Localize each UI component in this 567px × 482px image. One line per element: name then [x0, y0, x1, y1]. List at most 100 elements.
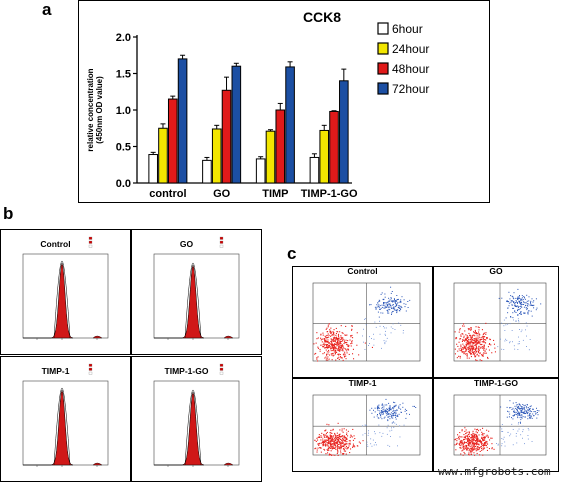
g1-peak — [23, 262, 74, 339]
scatter-dot-red — [346, 443, 348, 445]
scatter-dot-red — [334, 352, 336, 354]
y-axis-label-line: (450nm OD value) — [95, 76, 104, 144]
scatter-dot-red — [494, 351, 496, 353]
scatter-dot-blue — [506, 416, 508, 418]
scatter-dot-blue — [533, 411, 535, 413]
scatter-dot-red — [456, 440, 458, 442]
scatter-dot-red — [468, 453, 470, 455]
scatter-dot-red — [343, 436, 345, 438]
scatter-dot-red — [331, 347, 333, 349]
scatter-dot-blue — [511, 300, 513, 301]
y-tick-label: 1.0 — [116, 105, 131, 117]
scatter-dot-blue — [530, 300, 532, 302]
scatter-dot-red — [330, 339, 332, 341]
scatter-dot-sparse — [504, 340, 506, 342]
scatter-dot-red — [470, 341, 472, 343]
scatter-dot-red — [459, 329, 461, 331]
scatter-dot-red — [322, 344, 324, 346]
scatter-dot-red — [480, 441, 482, 443]
scatter-dot-red — [474, 335, 476, 337]
scatter-dot-red — [455, 438, 457, 440]
scatter-dot-red — [331, 335, 333, 337]
scatter-dot-red — [481, 360, 483, 362]
scatter-dot-blue — [515, 320, 517, 322]
cck8-chart-frame: CCK8 0.0 0.5 1.0 1.5 2.0 relative concentratio… — [78, 0, 490, 203]
scatter-dot-red — [325, 444, 327, 446]
scatter-dot-red — [467, 439, 469, 441]
scatter-dot-red — [324, 341, 326, 343]
scatter-dot-blue — [387, 305, 389, 306]
scatter-dot-red — [320, 442, 322, 444]
scatter-dot-sparse — [383, 340, 385, 342]
scatter-dot-red — [460, 447, 462, 449]
scatter-dot-blue — [524, 416, 526, 418]
scatter-dot-blue — [387, 310, 389, 312]
scatter-dot-red — [461, 440, 463, 442]
scatter-dot-red — [475, 337, 477, 339]
scatter-dot-red — [343, 356, 345, 358]
scatter-dot-blue — [390, 409, 392, 411]
scatter-dot-blue — [378, 301, 380, 302]
scatter-dot-red — [354, 438, 356, 440]
scatter-dot-red — [465, 435, 467, 437]
scatter-dot-sparse — [526, 335, 527, 337]
scatter-dot-blue — [396, 409, 398, 411]
scatter-dot-sparse — [362, 335, 363, 337]
histogram-legend-swatch — [219, 240, 224, 244]
scatter-dot-red — [463, 337, 465, 339]
scatter-dot-blue — [384, 307, 386, 309]
scatter-dot-red — [334, 351, 336, 353]
scatter-dot-blue — [383, 302, 385, 304]
scatter-dot-blue — [382, 406, 384, 408]
scatter-dot-blue — [399, 300, 401, 302]
scatter-dot-red — [463, 325, 465, 327]
scatter-dot-red — [485, 440, 487, 442]
scatter-dot-red — [465, 446, 467, 448]
scatter-dot-sparse — [397, 445, 398, 447]
scatter-dot-blue — [520, 299, 522, 301]
scatter-dot-blue — [524, 411, 526, 413]
scatter-dot-red — [462, 442, 464, 444]
scatter-dot-blue — [523, 412, 525, 414]
histogram-plot — [22, 236, 109, 340]
scatter-dot-red — [332, 346, 334, 348]
scatter-dot-red — [337, 450, 339, 452]
scatter-dot-blue — [382, 312, 384, 314]
scatter-dot-sparse — [402, 332, 404, 334]
scatter-dot-blue — [389, 409, 391, 410]
scatter-dot-blue — [530, 301, 531, 303]
scatter-dot-red — [343, 428, 345, 430]
scatter-dot-blue — [409, 413, 410, 415]
scatter-dot-red — [351, 342, 353, 344]
scatter-dot-blue — [400, 412, 402, 413]
scatter-dot-red — [473, 353, 475, 355]
scatter-dot-red — [464, 438, 466, 440]
scatter-dot-red — [340, 335, 342, 337]
scatter-dot-red — [476, 439, 478, 441]
scatter-dot-red — [323, 352, 325, 354]
scatter-dot-blue — [522, 408, 524, 410]
scatter-dot-red — [473, 442, 475, 444]
scatter-dot-red — [468, 332, 470, 334]
scatter-dot-red — [479, 454, 481, 456]
scatter-dot-red — [476, 435, 478, 437]
scatter-dot-red — [456, 337, 458, 339]
scatter-dot-red — [471, 441, 473, 443]
scatter-dot-red — [471, 438, 473, 440]
scatter-dot-blue — [521, 295, 523, 297]
bar-24hour — [211, 128, 222, 184]
scatter-dot-blue — [520, 411, 522, 413]
scatter-dot-blue — [383, 408, 385, 410]
scatter-dot-sparse — [515, 435, 517, 437]
scatter-dot-red — [473, 435, 475, 437]
scatter-dot-red — [342, 435, 344, 437]
scatter-dot-red — [347, 446, 349, 448]
scatter-dot-blue — [388, 303, 390, 305]
scatter-dot-sparse — [384, 342, 386, 344]
scatter-dot-red — [338, 350, 340, 352]
scatter-dot-red — [326, 340, 328, 342]
scatter-dot-blue — [388, 416, 390, 418]
bar-24hour — [319, 129, 330, 184]
scatter-dot-red — [476, 335, 478, 337]
scatter-dot-red — [340, 436, 342, 438]
